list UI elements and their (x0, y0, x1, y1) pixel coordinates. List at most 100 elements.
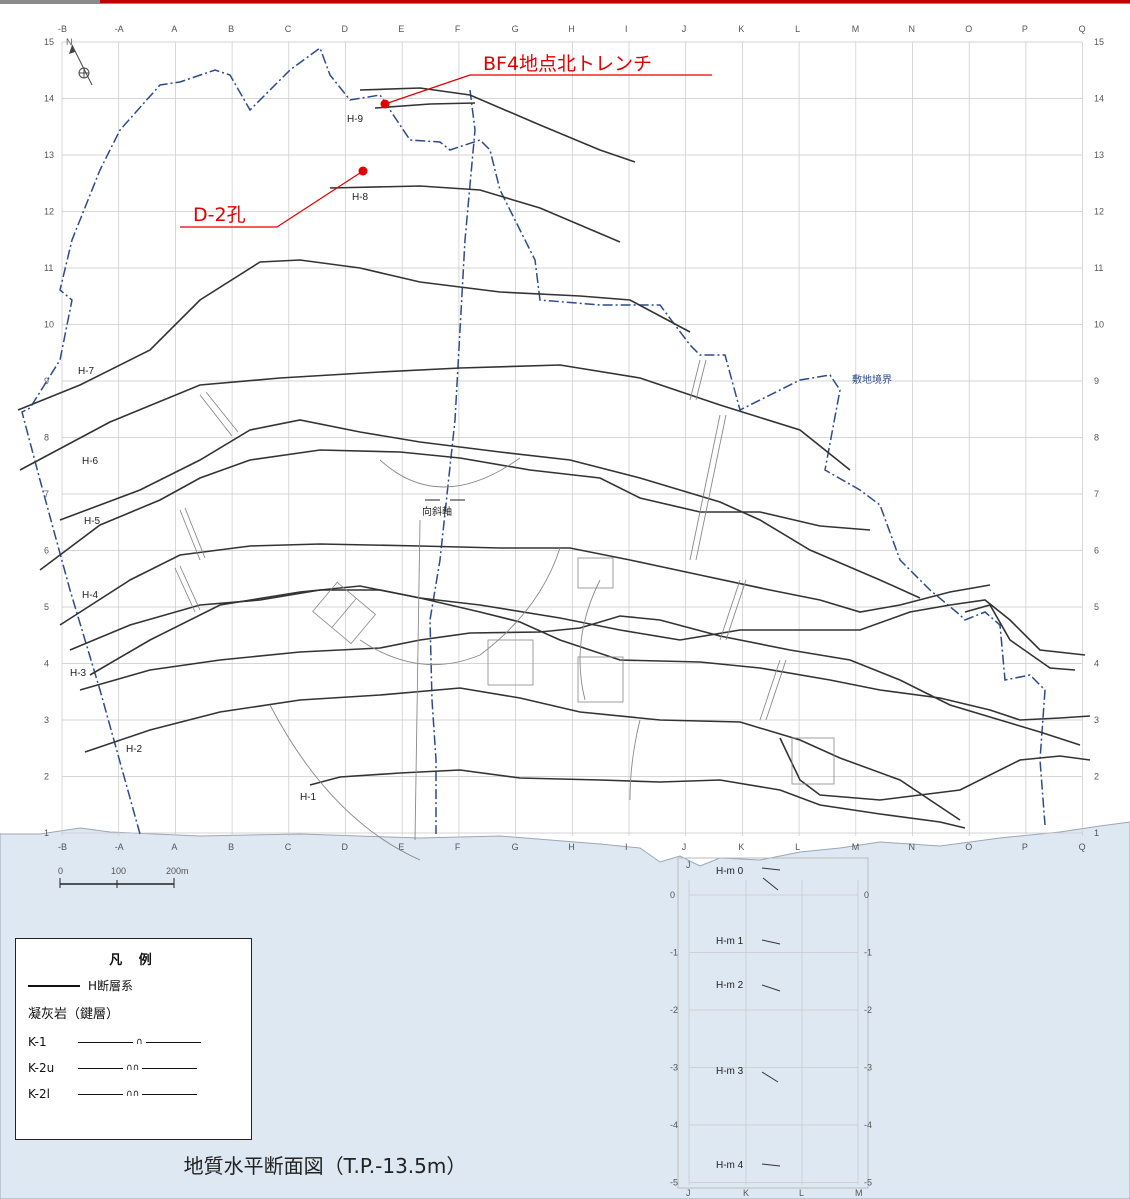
legend-tuff-heading: 凝灰岩（鍵層） (28, 1007, 120, 1022)
fault-extra2 (964, 604, 1076, 671)
inset-fault-hm0: H-m 0 (716, 866, 744, 877)
grid-col-label-top: L (795, 24, 800, 34)
fault-label-h8: H-8 (352, 192, 369, 203)
grid-col-label-bottom: F (455, 842, 461, 852)
fault-label-h1: H-1 (300, 792, 317, 803)
legend-k2l-mark: ∩∩ (126, 1089, 140, 1099)
grid-row-label-left: 15 (44, 37, 54, 47)
grid-row-label-left: 2 (44, 772, 49, 782)
fault-label-h6: H-6 (82, 456, 99, 467)
grid-col-label-bottom: H (568, 842, 575, 852)
grid-col-label-top: J (682, 24, 687, 34)
grid-col-label-top: B (228, 24, 234, 34)
scale-label-0: 0 (58, 866, 63, 876)
grid-col-label-bottom: L (795, 842, 800, 852)
grid-col-label-top: O (965, 24, 972, 34)
fault-h3a (69, 589, 1086, 656)
legend-title: 凡 例 (109, 953, 158, 968)
map-caption: 地質水平断面図（T.P.-13.5m） (183, 1154, 467, 1178)
legend-row-k1: K-1 ∩ (28, 1035, 201, 1049)
inset-row-label-left: -2 (670, 1005, 678, 1015)
grid-row-label-left: 12 (44, 207, 54, 217)
fault-h4b (59, 543, 991, 626)
grid-col-label-bottom: D (342, 842, 349, 852)
grid-col-label-bottom: M (852, 842, 860, 852)
legend-row-k2u: K-2u ∩∩ (28, 1061, 198, 1075)
site-boundary (21, 46, 1046, 835)
fault-label-h2: H-2 (126, 744, 143, 755)
grid-col-label-top: H (568, 24, 575, 34)
fault-extra (779, 737, 1091, 801)
grid-col-label-top: D (342, 24, 349, 34)
fault-h3b (89, 585, 1091, 721)
grid-row-label-right: 13 (1094, 150, 1104, 160)
legend-k2u-label: K-2u (28, 1061, 55, 1075)
inset-row-label-left: -3 (670, 1063, 678, 1073)
grid-col-label-top: G (512, 24, 519, 34)
grid-col-label-top: E (398, 24, 404, 34)
inset-row-label-right: -3 (864, 1063, 872, 1073)
inset-row-label-right: -4 (864, 1120, 872, 1130)
legend-k2u-mark: ∩∩ (126, 1063, 140, 1073)
fault-h6 (19, 364, 851, 471)
grid-row-label-right: 2 (1094, 772, 1099, 782)
bf4-point-icon (380, 99, 390, 109)
fault-h1a (84, 687, 961, 821)
inset-fault-hm4: H-m 4 (716, 1160, 744, 1171)
north-arrow-icon: N (66, 37, 93, 86)
grid-row-label-left: 3 (44, 715, 49, 725)
grid-row-label-left: 10 (44, 320, 54, 330)
grid-col-label-bottom: B (228, 842, 234, 852)
grid-col-label-top: P (1022, 24, 1028, 34)
fault-label-h4: H-4 (82, 590, 99, 601)
survey-boxes (312, 557, 835, 785)
inset-row-label-right: -5 (864, 1178, 872, 1188)
d2-point-icon (358, 166, 368, 176)
grid-col-label-top: C (285, 24, 292, 34)
inset-fault-hm3: H-m 3 (716, 1066, 744, 1077)
fault-h9 (359, 87, 636, 163)
inset-row-label-left: -5 (670, 1178, 678, 1188)
site-boundary-inner (429, 89, 476, 834)
grid-row-label-left: 14 (44, 94, 54, 104)
grid-row-label-right: 15 (1094, 37, 1104, 47)
grid-col-label-top: I (625, 24, 628, 34)
fault-h8 (329, 185, 621, 243)
grid-col-label-top: K (738, 24, 744, 34)
fault-label-h3: H-3 (70, 668, 87, 679)
inset-row-label-left: -1 (670, 948, 678, 958)
legend-fault-system-label: H断層系 (88, 979, 134, 993)
inset-col-label: L (799, 1188, 804, 1198)
inset-panel (677, 857, 869, 1189)
fault-h7 (17, 259, 691, 411)
inset-row-label-right: -2 (864, 1005, 872, 1015)
grid-col-label-bottom: -B (58, 842, 67, 852)
grid-col-label-bottom: C (285, 842, 292, 852)
key-bed-lines (174, 359, 787, 861)
grid-col-label-top: N (909, 24, 916, 34)
inset-row-label-left: -4 (670, 1120, 678, 1130)
grid-row-label-right: 14 (1094, 94, 1104, 104)
grid-row-label-left: 8 (44, 433, 49, 443)
inset-row-label-left: 0 (670, 890, 675, 900)
fault-h1b (309, 769, 966, 829)
site-boundary-label: 敷地境界 (852, 373, 892, 386)
scale-label-100: 100 (111, 866, 126, 876)
legend-box: 凡 例 H断層系 凝灰岩（鍵層） K-1 ∩ K-2u ∩∩ K-2l ∩∩ (15, 938, 252, 1140)
callout-d2-label: D-2孔 (193, 204, 246, 226)
grid-row-label-right: 6 (1094, 546, 1099, 556)
grid-labels: -B -B -A -A A A B B C C D D E E F F G G H H I I J J K K L L M M N N O O P P… (44, 24, 1104, 852)
inset-grid: J K L M 0 0 -1 -1 -2 -2 -3 -3 -4 -4 -5 -5 J (670, 860, 872, 1198)
inset-fault-hm2: H-m 2 (716, 980, 744, 991)
legend-k1-label: K-1 (28, 1035, 47, 1049)
grid-col-label-top: -B (58, 24, 67, 34)
fault-label-h9: H-9 (347, 114, 364, 125)
map-grid (61, 41, 1083, 836)
inset-row-label-right: 0 (864, 890, 869, 900)
grid-row-label-right: 3 (1094, 715, 1099, 725)
scale-bar: 0 100 200m (58, 866, 189, 888)
grid-col-label-top: M (852, 24, 860, 34)
grid-row-label-left: 6 (44, 546, 49, 556)
fault-labels: H-9 H-8 H-7 H-6 H-5 H-4 H-3 H-2 H-1 (70, 114, 369, 803)
